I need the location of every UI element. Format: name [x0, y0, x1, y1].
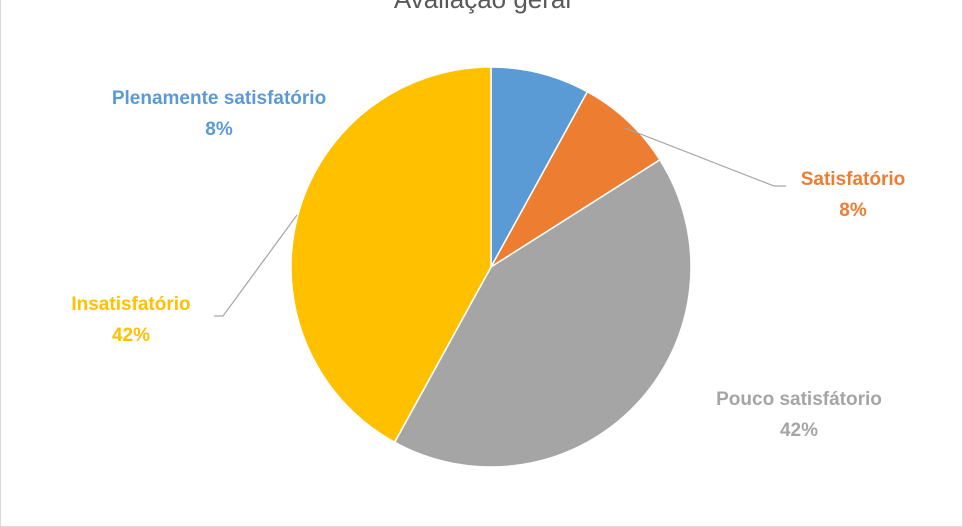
pie-slice-3: [393, 158, 692, 468]
slice-category-label: Pouco satisfátorio: [716, 389, 882, 410]
slice-percent-label: 8%: [839, 200, 867, 221]
pie-slice-4: [290, 66, 492, 444]
slice-category-label: Insatisfatório: [71, 294, 190, 315]
pie-slice-2: [490, 90, 661, 268]
leader-line-2: [624, 127, 786, 187]
slice-percent-label: 42%: [112, 325, 150, 346]
slice-category-label: Satisfatório: [801, 169, 906, 190]
chart-title: Avaliação geral: [1, 0, 963, 14]
slice-category-label: Plenamente satisfatório: [112, 88, 326, 109]
leader-line-4: [214, 214, 298, 317]
slice-percent-label: 42%: [780, 420, 818, 441]
pie-slice-1: [490, 66, 589, 268]
slice-percent-label: 8%: [205, 119, 233, 140]
